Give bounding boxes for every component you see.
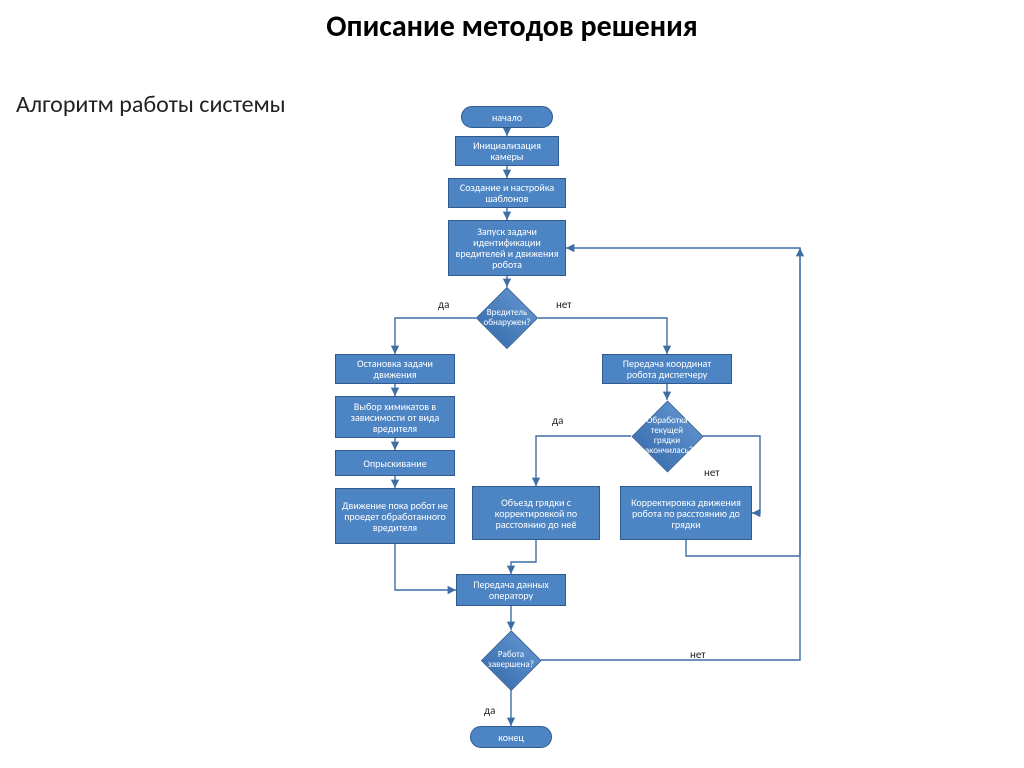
node-templ: Создание и настройка шаблонов: [448, 178, 566, 208]
node-coord: Передача координат робота диспетчеру: [602, 354, 732, 384]
node-tasks: Запуск задачи идентификации вредителей и…: [448, 220, 566, 276]
node-dec3: Работа завершена?: [481, 630, 541, 690]
edge-dec1-coord: [538, 318, 667, 354]
edge-label-dec1-stop: да: [438, 298, 449, 311]
edge-label-dec3-tasks: нет: [690, 648, 706, 661]
flowchart-canvas: начало Инициализация камеры Создание и нас…: [0, 0, 1024, 768]
node-around: Объезд грядки с корректировкой по рассто…: [472, 486, 600, 540]
node-start: начало: [461, 106, 553, 128]
node-movepast: Движение пока робот не проедет обработан…: [335, 488, 455, 544]
node-dec2: Обработка текущей грядки закончилась?: [631, 400, 703, 472]
node-dec1: Вредитель обнаружен?: [476, 287, 538, 349]
node-end: конец: [470, 726, 552, 748]
edge-label-dec2-corr: нет: [704, 466, 720, 479]
edge-label-dec2-around: да: [552, 414, 563, 427]
node-chem: Выбор химикатов в зависимости от вида вр…: [335, 396, 455, 438]
edge-dec2-around: [536, 436, 631, 486]
node-send: Передача данных оператору: [456, 574, 566, 606]
node-spray: Опрыскивание: [335, 450, 455, 476]
edge-dec1-stop: [395, 318, 476, 354]
node-stop: Остановка задачи движения: [335, 354, 455, 384]
node-corr: Корректировка движения робота по расстоя…: [620, 486, 752, 540]
edge-around-send: [511, 540, 536, 574]
edge-movepast-send: [395, 544, 456, 590]
edge-label-dec3-end: да: [484, 704, 495, 717]
node-init: Инициализация камеры: [455, 136, 559, 166]
edge-label-dec1-coord: нет: [556, 298, 572, 311]
